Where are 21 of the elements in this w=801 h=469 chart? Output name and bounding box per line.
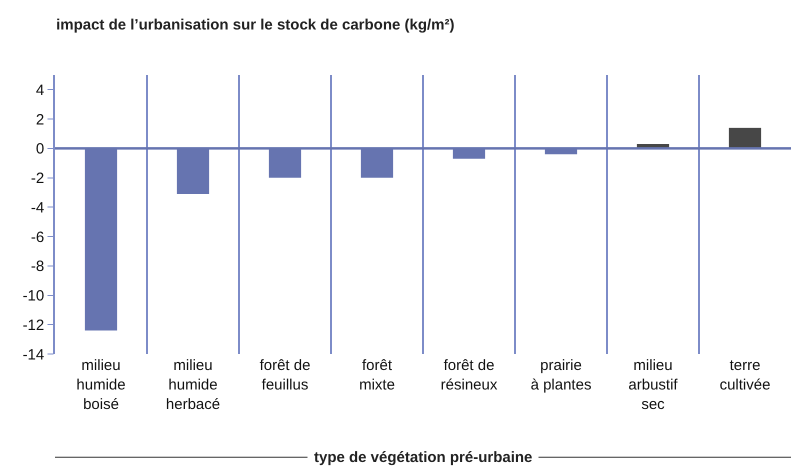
y-tick-label: -10 — [22, 288, 44, 305]
y-tick-label: 0 — [36, 140, 44, 158]
y-tick-label: -6 — [30, 228, 44, 246]
y-tick-label: -8 — [30, 258, 44, 276]
x-axis-title: type de végétation pré-urbaine — [314, 449, 532, 466]
bar — [728, 128, 762, 148]
x-tick-label: milieu arbustif sec — [628, 357, 678, 413]
x-tick-label: terre cultivée — [720, 357, 770, 394]
y-tick-label: -4 — [30, 199, 44, 216]
y-tick-label: -12 — [22, 316, 44, 334]
x-tick-label: milieu humide boisé — [76, 357, 126, 413]
x-tick-label: forêt de feuillus — [260, 357, 310, 394]
y-tick-label: -14 — [22, 346, 44, 364]
x-tick-label: forêt mixte — [359, 357, 395, 394]
chart-title: impact de l’urbanisation sur le stock de carbone (kg/m²) — [56, 16, 455, 34]
y-tick-label: 4 — [36, 82, 44, 99]
x-tick-label: milieu humide herbacé — [166, 357, 220, 413]
y-tick-label: -2 — [30, 170, 44, 188]
x-tick-label: prairie à plantes — [530, 357, 592, 394]
y-tick-label: 2 — [36, 111, 44, 128]
x-tick-label: forêt de résineux — [440, 357, 498, 394]
